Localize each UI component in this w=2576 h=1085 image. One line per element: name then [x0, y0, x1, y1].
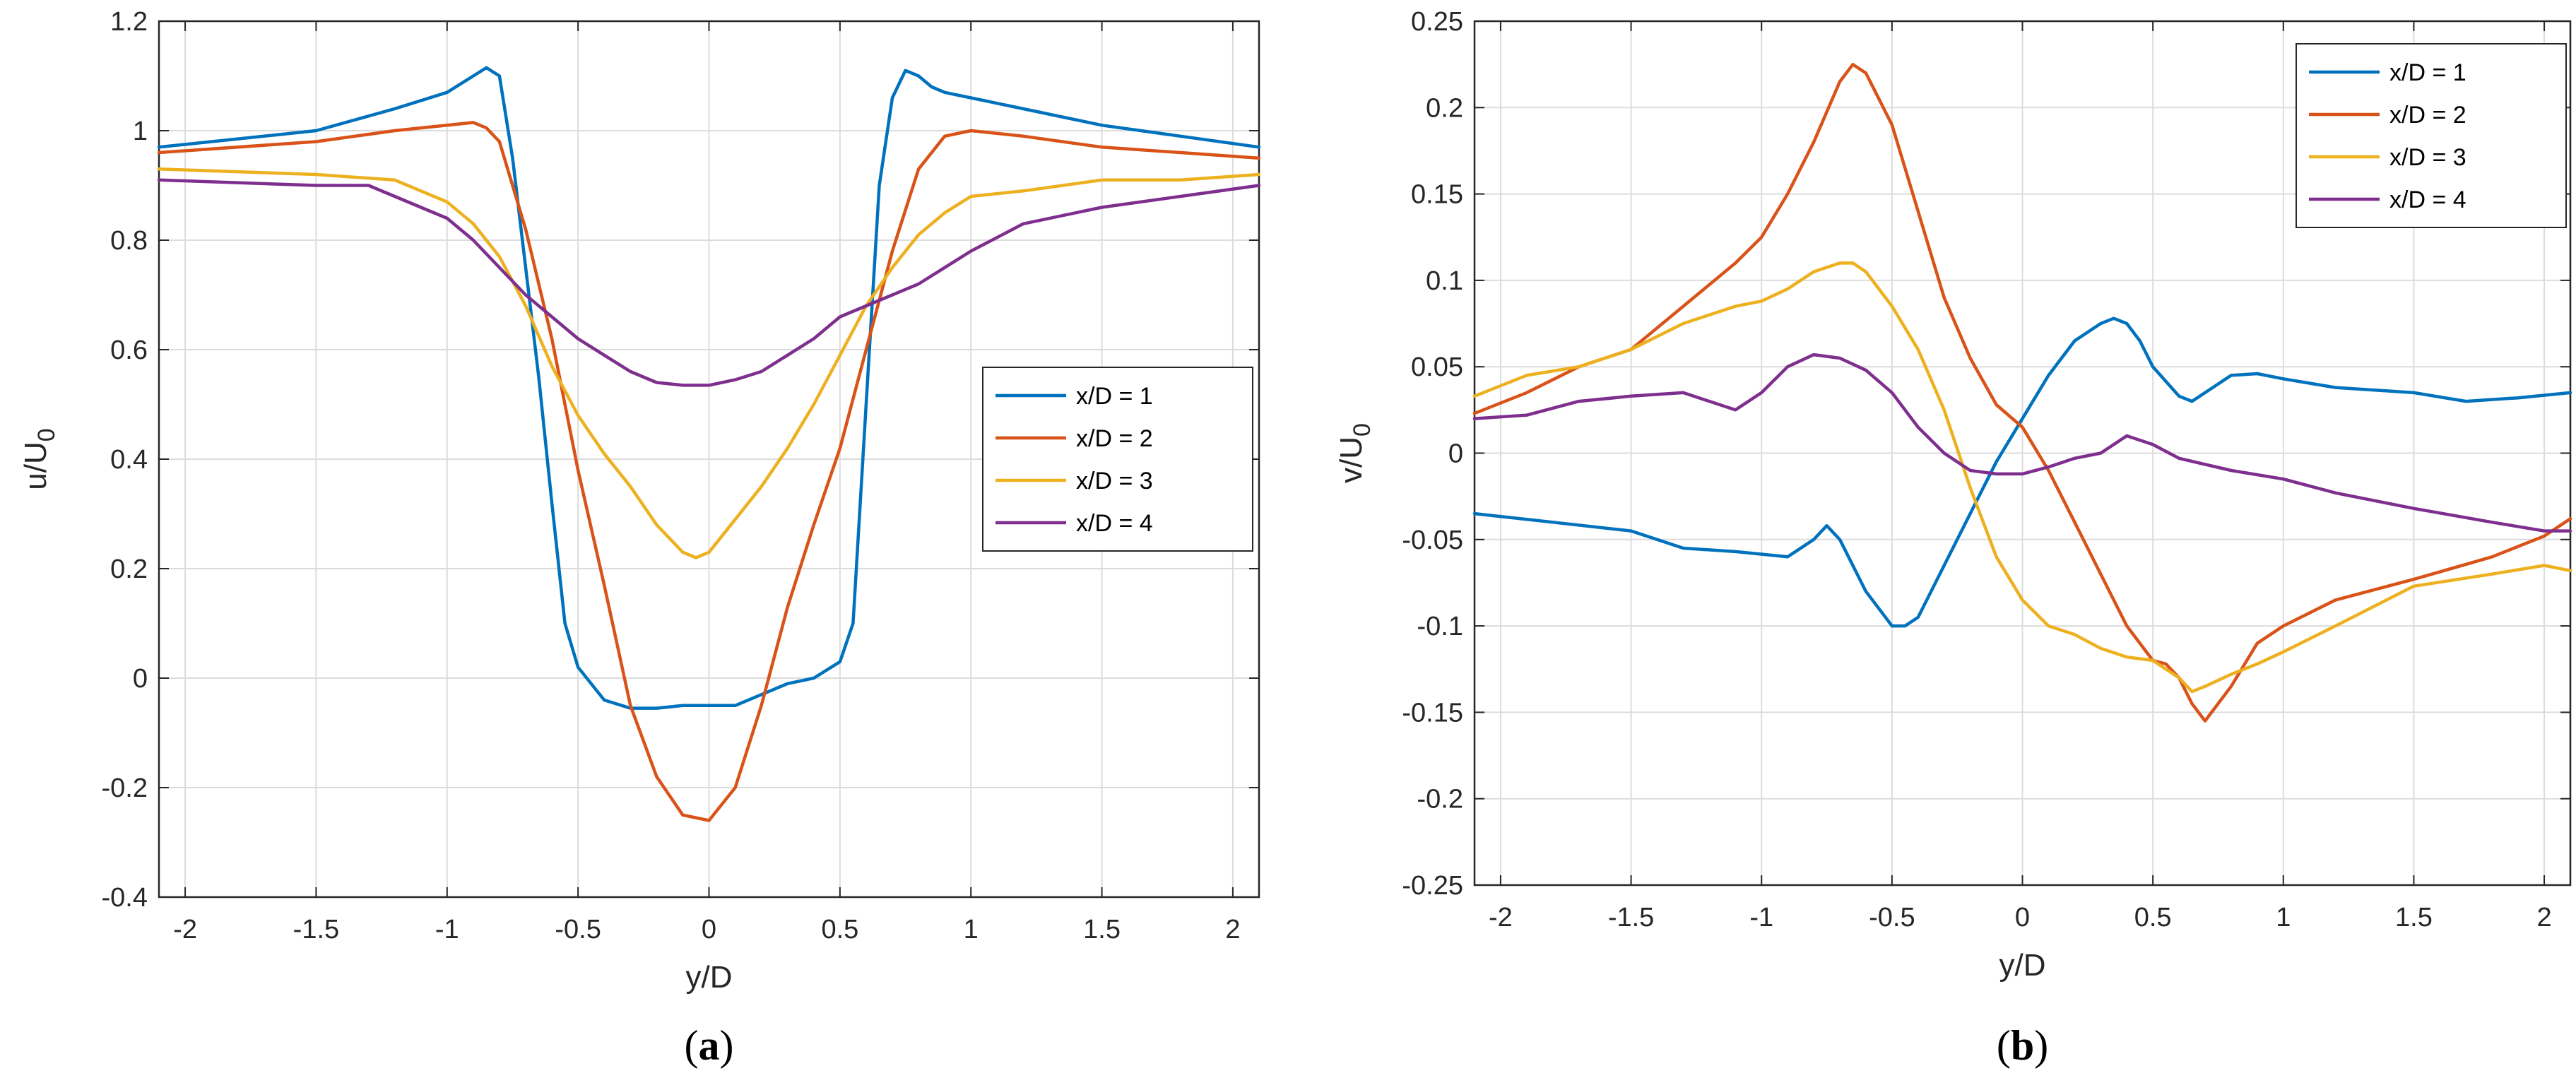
- panel-b-caption-label: (b): [1997, 1022, 2048, 1069]
- panel-a-series-line-1: [157, 66, 1261, 710]
- panel-b-legend-label-2: x/D = 2: [2389, 102, 2466, 129]
- panel-a-y-axis-label: u/U0: [18, 428, 60, 490]
- panel-a-legend-box: [982, 367, 1253, 552]
- panel-a-y-tick-label: -0.4: [102, 883, 148, 913]
- panel-a-y-tick-label: 1: [133, 117, 148, 146]
- panel-a-x-tick-label: 0.5: [821, 915, 858, 944]
- panel-b-series-line-2: [1472, 62, 2572, 723]
- panel-b: -2 -1.5 -1 -0.5 0 0.5 1 1.5 2 -0.25 -0.2 -0.15 -0.1 -…: [1334, 7, 2572, 1069]
- panel-a-legend-label-2: x/D = 2: [1076, 425, 1153, 452]
- panel-b-y-tick-label: -0.2: [1417, 785, 1463, 814]
- panel-b-x-tick-label: 0: [2015, 903, 2030, 932]
- panel-b-x-tick-label: 0.5: [2134, 903, 2172, 932]
- panel-b-y-axis-label-main: v/U: [1334, 437, 1369, 483]
- panel-b-y-tick-label: 0.05: [1411, 352, 1463, 382]
- panel-a-legend-label-3: x/D = 3: [1076, 468, 1153, 494]
- panel-b-x-tick-label: 1.5: [2395, 903, 2433, 932]
- panel-a-x-tick-label: 1: [964, 915, 979, 944]
- panel-a-x-tick-label: -2: [173, 915, 197, 944]
- panel-a-series-line-3: [157, 167, 1261, 559]
- panel-a-series-line-4: [157, 178, 1261, 387]
- panel-b-y-axis-label-subscript: 0: [1349, 423, 1376, 437]
- panel-b-y-tick-label: 0.15: [1411, 180, 1463, 210]
- panel-a-y-tick-label: 1.2: [110, 7, 148, 37]
- panel-b-y-axis-label: v/U0: [1334, 423, 1376, 483]
- panel-b-y-tick-label: 0.1: [1426, 266, 1463, 296]
- panel-a-legend-label-4: x/D = 4: [1076, 510, 1153, 537]
- panel-b-x-tick-label: -0.5: [1869, 903, 1915, 932]
- panel-a-x-axis-label: y/D: [686, 960, 733, 995]
- panel-a-x-tick-label: 1.5: [1083, 915, 1121, 944]
- panel-b-y-tick-label: 0.25: [1411, 7, 1463, 37]
- panel-b-legend-box: [2296, 43, 2567, 228]
- panel-b-legend-label-1: x/D = 1: [2389, 59, 2466, 86]
- panel-b-x-tick-label: -2: [1489, 903, 1513, 932]
- panel-b-caption-paren-open: (: [1997, 1022, 2011, 1069]
- panel-b-y-tick-label: 0: [1448, 439, 1463, 469]
- panel-a-caption-paren-open: (: [685, 1022, 699, 1069]
- panel-b-y-tick-label: -0.15: [1402, 698, 1463, 728]
- panel-a-caption-letter: a: [699, 1022, 720, 1069]
- panel-a-y-axis-label-main: u/U: [18, 441, 53, 490]
- panel-b-legend-label-3: x/D = 3: [2389, 144, 2466, 171]
- panel-a: -2 -1.5 -1 -0.5 0 0.5 1 1.5 2 -0.4 -0.2 0 0.2 0.4 0.6 0…: [18, 7, 1261, 1069]
- panel-a-y-tick-label: 0: [133, 664, 148, 694]
- panel-a-x-tick-label: 0: [702, 915, 716, 944]
- panel-a-y-tick-label: -0.2: [102, 773, 148, 803]
- panel-b-caption-paren-close: ): [2034, 1022, 2048, 1069]
- panel-b-x-tick-label: 2: [2537, 903, 2552, 932]
- panel-b-series-line-4: [1472, 352, 2572, 533]
- panel-a-caption-label: (a): [685, 1022, 734, 1069]
- panel-b-series-line-1: [1472, 316, 2572, 628]
- panel-b-x-tick-label: -1.5: [1608, 903, 1654, 932]
- panel-a-y-axis-label-subscript: 0: [33, 428, 60, 441]
- panel-a-x-tick-label: -1: [435, 915, 459, 944]
- panel-a-series-line-2: [157, 121, 1261, 822]
- panel-b-legend-label-4: x/D = 4: [2389, 186, 2466, 213]
- panel-a-y-tick-label: 0.4: [110, 445, 148, 475]
- panel-b-y-tick-label: -0.25: [1402, 871, 1463, 901]
- panel-a-x-tick-label: -1.5: [293, 915, 339, 944]
- panel-b-series-line-3: [1472, 261, 2572, 694]
- panel-b-x-tick-label: 1: [2276, 903, 2291, 932]
- panel-b-y-tick-label: -0.05: [1402, 526, 1463, 555]
- panel-a-y-tick-label: 0.6: [110, 336, 148, 365]
- panel-a-legend-label-1: x/D = 1: [1076, 383, 1153, 410]
- panel-a-x-tick-label: 2: [1225, 915, 1240, 944]
- panel-b-x-tick-label: -1: [1749, 903, 1773, 932]
- panel-b-x-axis-label: y/D: [1999, 948, 2046, 983]
- panel-a-caption-paren-close: ): [720, 1022, 734, 1069]
- panel-a-y-tick-label: 0.8: [110, 226, 148, 256]
- panel-b-caption-letter: b: [2011, 1022, 2034, 1069]
- panel-a-x-tick-label: -0.5: [555, 915, 601, 944]
- panel-b-y-tick-label: -0.1: [1417, 612, 1463, 641]
- panel-a-y-tick-label: 0.2: [110, 555, 148, 584]
- panel-b-y-tick-label: 0.2: [1426, 93, 1463, 123]
